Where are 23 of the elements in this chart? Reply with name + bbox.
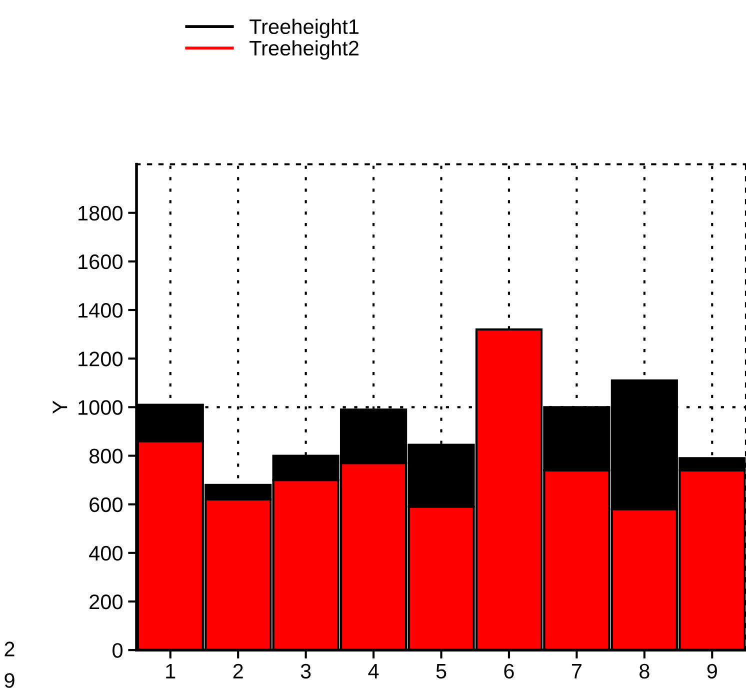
text: 2: [4, 642, 14, 656]
y-tick-label: 400: [89, 546, 123, 561]
y-tick-label: 1600: [78, 254, 123, 270]
y-tick-label: 1800: [78, 206, 123, 221]
y-tick-label: 1200: [78, 352, 123, 366]
y-tick-label: 200: [90, 594, 123, 610]
x-tick-label: 4: [368, 664, 379, 678]
x-tick-label: 8: [640, 664, 650, 679]
x-tick-label: 2: [233, 664, 243, 678]
x-tick-label: 6: [504, 664, 514, 679]
x-tick-label: 3: [300, 664, 311, 679]
y-tick-label: 800: [89, 448, 123, 464]
x-tick-label: 9: [707, 664, 717, 679]
y-tick-label: 0: [112, 643, 123, 658]
y-tick-label: 1000: [78, 400, 123, 415]
y-axis-title: Y: [52, 400, 68, 414]
legend-label: Treeheight2: [250, 40, 358, 60]
x-tick-label: 5: [436, 664, 446, 679]
legend-label: Treeheight1: [250, 18, 358, 38]
x-tick-label: 1: [166, 664, 176, 678]
y-tick-label: 600: [90, 497, 123, 512]
x-tick-label: 7: [572, 664, 582, 678]
y-tick-label: 1400: [78, 303, 123, 318]
